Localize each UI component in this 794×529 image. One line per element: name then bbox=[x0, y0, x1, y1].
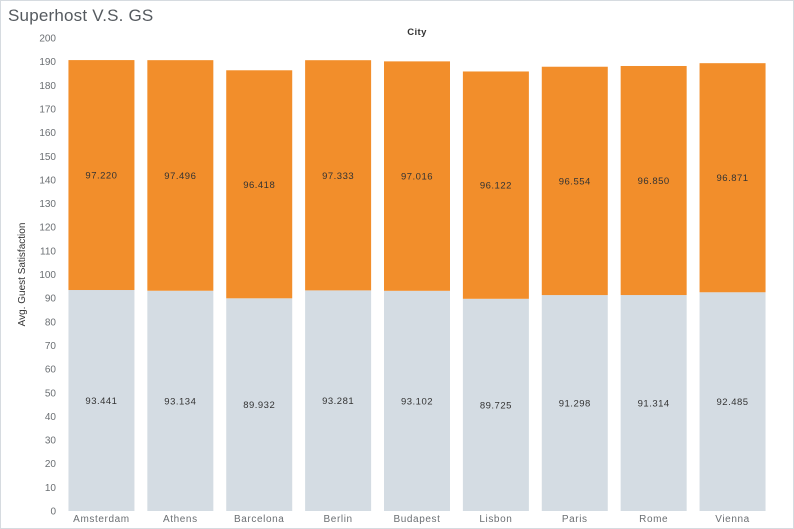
y-tick-label: 190 bbox=[39, 57, 56, 68]
bar-segment-1-rome[interactable] bbox=[620, 65, 687, 296]
data-label: 93.441 bbox=[85, 396, 117, 407]
data-label: 92.485 bbox=[717, 397, 749, 408]
data-label: 91.314 bbox=[638, 399, 670, 410]
bar-segment-0-lisbon[interactable] bbox=[462, 298, 529, 511]
data-label: 96.122 bbox=[480, 181, 512, 192]
data-label: 89.725 bbox=[480, 400, 512, 411]
y-tick-label: 120 bbox=[39, 223, 56, 234]
y-tick-label: 150 bbox=[39, 152, 56, 163]
bar-segment-0-budapest[interactable] bbox=[384, 290, 450, 511]
y-tick-label: 90 bbox=[45, 294, 57, 305]
y-tick-label: 140 bbox=[39, 175, 56, 186]
y-tick-label: 70 bbox=[45, 341, 57, 352]
data-label: 97.220 bbox=[85, 171, 117, 182]
x-tick-label: Rome bbox=[639, 514, 668, 525]
bar-segment-1-berlin[interactable] bbox=[305, 60, 372, 291]
y-tick-label: 170 bbox=[39, 104, 56, 115]
x-tick-label: Athens bbox=[163, 514, 198, 525]
bar-segment-1-athens[interactable] bbox=[147, 60, 214, 291]
y-tick-label: 80 bbox=[45, 317, 57, 328]
page-title: Superhost V.S. GS bbox=[8, 6, 154, 25]
data-label: 96.850 bbox=[638, 176, 670, 187]
data-label: 93.134 bbox=[164, 396, 196, 407]
bars bbox=[68, 60, 766, 511]
y-tick-label: 180 bbox=[39, 81, 56, 92]
y-axis: 0 10 20 30 40 50 60 70 80 90 100 110 120 130 140 150 160… bbox=[39, 34, 56, 518]
bar-segment-1-amsterdam[interactable] bbox=[68, 60, 135, 291]
data-label: 93.281 bbox=[322, 396, 354, 407]
x-tick-label: Berlin bbox=[324, 514, 353, 525]
bar-segment-0-berlin[interactable] bbox=[305, 290, 372, 511]
data-label: 96.554 bbox=[559, 176, 591, 187]
bar-segment-1-barcelona[interactable] bbox=[226, 70, 293, 299]
y-tick-label: 0 bbox=[50, 507, 56, 518]
bar-segment-0-vienna[interactable] bbox=[699, 292, 766, 511]
x-tick-label: Vienna bbox=[715, 514, 750, 525]
x-tick-label: Barcelona bbox=[234, 514, 284, 525]
bar-segment-0-amsterdam[interactable] bbox=[68, 290, 135, 511]
bar-segment-0-rome[interactable] bbox=[620, 295, 687, 511]
x-tick-label: Lisbon bbox=[479, 514, 512, 525]
bar-segment-0-athens[interactable] bbox=[147, 290, 214, 511]
y-tick-label: 20 bbox=[45, 459, 57, 470]
data-label: 96.418 bbox=[243, 180, 275, 191]
data-label: 97.016 bbox=[401, 172, 433, 183]
x-axis: Amsterdam Athens Barcelona Berlin Budapest Li… bbox=[73, 514, 750, 525]
y-tick-label: 40 bbox=[45, 412, 57, 423]
column-header: City bbox=[407, 27, 427, 38]
y-tick-label: 100 bbox=[39, 270, 56, 281]
bar-segment-0-barcelona[interactable] bbox=[226, 298, 293, 511]
bar-segment-0-paris[interactable] bbox=[541, 295, 608, 511]
data-label: 93.102 bbox=[401, 396, 433, 407]
y-tick-label: 50 bbox=[45, 388, 57, 399]
y-tick-label: 60 bbox=[45, 365, 57, 376]
bar-segment-1-budapest[interactable] bbox=[384, 61, 450, 291]
y-axis-title: Avg. Guest Satisfaction bbox=[17, 223, 28, 327]
bar-segment-1-lisbon[interactable] bbox=[462, 71, 529, 299]
y-tick-label: 160 bbox=[39, 128, 56, 139]
data-label: 97.333 bbox=[322, 171, 354, 182]
y-tick-label: 30 bbox=[45, 436, 57, 447]
bar-segment-1-paris[interactable] bbox=[541, 66, 608, 296]
y-tick-label: 200 bbox=[39, 34, 56, 45]
data-labels: 93.441 97.220 93.134 97.496 89.932 96.418 93.2… bbox=[85, 171, 748, 412]
x-tick-label: Paris bbox=[562, 514, 588, 525]
data-label: 96.871 bbox=[717, 173, 749, 184]
x-tick-label: Budapest bbox=[393, 514, 440, 525]
data-label: 91.298 bbox=[559, 399, 591, 410]
bar-segment-1-vienna[interactable] bbox=[699, 63, 766, 293]
data-label: 97.496 bbox=[164, 171, 196, 182]
x-tick-label: Amsterdam bbox=[73, 514, 130, 525]
y-tick-label: 110 bbox=[40, 246, 56, 257]
y-tick-label: 10 bbox=[45, 483, 57, 494]
y-tick-label: 130 bbox=[39, 199, 56, 210]
data-label: 89.932 bbox=[243, 400, 275, 411]
